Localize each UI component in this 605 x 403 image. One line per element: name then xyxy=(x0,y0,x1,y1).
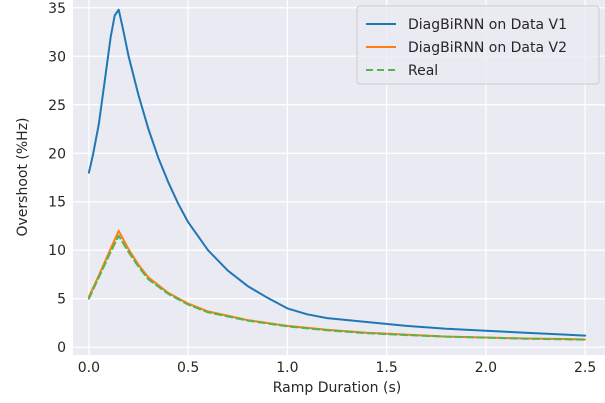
grid xyxy=(73,0,605,355)
legend-label: Real xyxy=(408,63,438,79)
y-tick-label: 35 xyxy=(48,1,66,17)
y-tick-label: 30 xyxy=(48,49,66,65)
x-tick-label: 1.5 xyxy=(376,360,398,376)
x-tick-label: 1.0 xyxy=(276,360,298,376)
legend: DiagBiRNN on Data V1 DiagBiRNN on Data V2… xyxy=(356,5,600,85)
x-axis-ticks: 0.0 0.5 1.0 1.5 2.0 2.5 xyxy=(78,360,597,376)
series-line-3 xyxy=(87,234,587,341)
y-axis-label: Overshoot (%Hz) xyxy=(15,117,31,236)
y-tick-label: 15 xyxy=(48,195,66,211)
y-tick-label: 0 xyxy=(57,340,66,356)
y-axis-ticks: 0 5 10 15 20 25 30 35 xyxy=(48,1,66,356)
legend-label: DiagBiRNN on Data V2 xyxy=(408,40,567,56)
series-line-1 xyxy=(87,8,587,337)
legend-label: DiagBiRNN on Data V1 xyxy=(408,17,567,33)
y-tick-label: 5 xyxy=(57,292,66,308)
legend-box xyxy=(356,5,600,85)
y-tick-label: 20 xyxy=(48,146,66,162)
y-tick-label: 10 xyxy=(48,243,66,259)
x-tick-label: 0.5 xyxy=(177,360,199,376)
x-tick-label: 2.0 xyxy=(475,360,497,376)
x-tick-label: 0.0 xyxy=(78,360,100,376)
series-layer xyxy=(87,8,587,341)
x-tick-label: 2.5 xyxy=(574,360,596,376)
x-axis-label: Ramp Duration (s) xyxy=(273,380,401,396)
y-tick-label: 25 xyxy=(48,98,66,114)
